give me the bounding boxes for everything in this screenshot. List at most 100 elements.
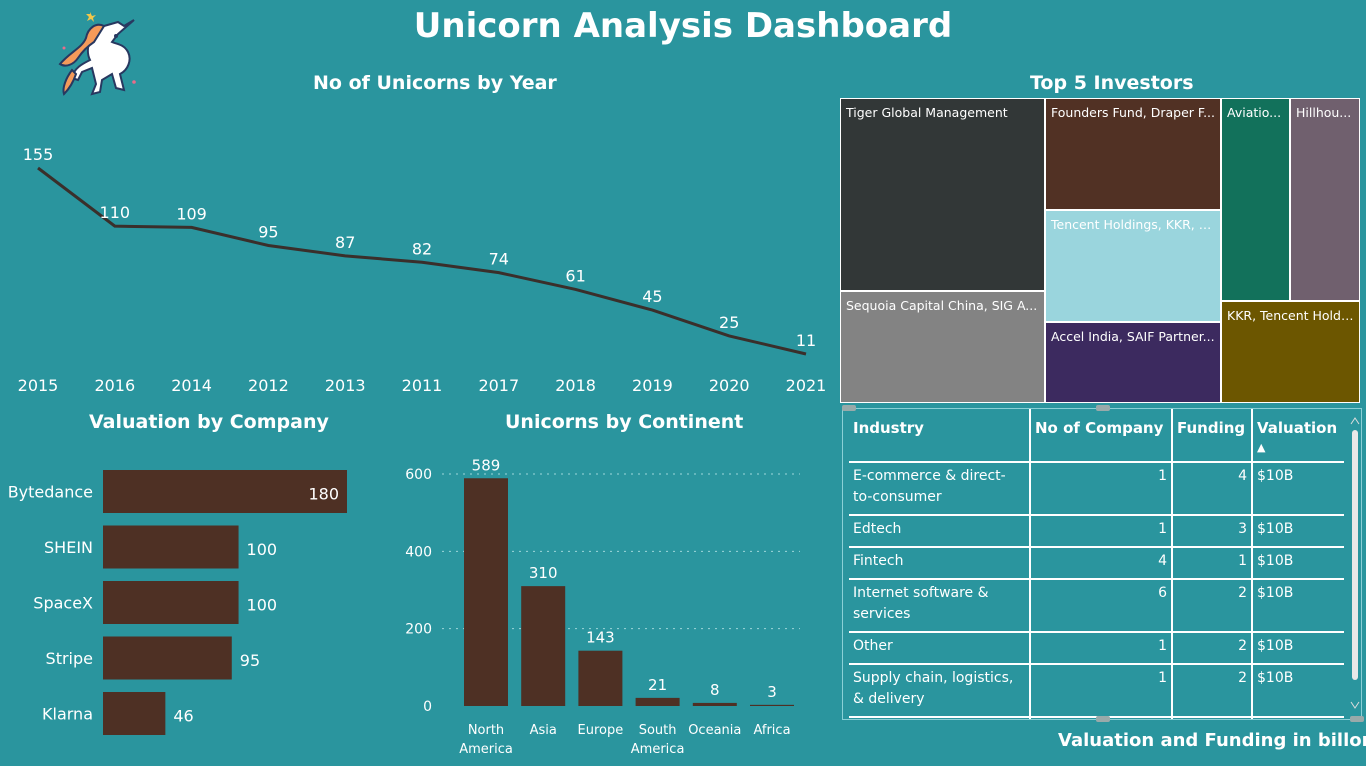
y-tick-label: SHEIN [44, 538, 93, 557]
bar-value-label: 100 [247, 540, 278, 559]
continent-bar [521, 586, 566, 706]
column-header-funding[interactable]: Funding [1171, 409, 1252, 463]
industry-table-visual: Industry No of Company Funding Valuation… [842, 408, 1362, 720]
treemap-label: Hillhou... [1296, 105, 1352, 120]
funding-cell: 2 [1171, 631, 1252, 664]
continent-bar [635, 697, 680, 706]
table-row[interactable]: Internet software & services 6 2 $10B [849, 578, 1344, 632]
funding-cell: 1 [1171, 546, 1252, 579]
resize-handle-icon[interactable] [842, 405, 856, 411]
valuation-bar [103, 525, 239, 569]
column-header-industry[interactable]: Industry [849, 409, 1030, 463]
x-tick-label: Oceania [688, 723, 741, 738]
valuation-cell: $10B [1251, 578, 1344, 632]
x-tick-label: Europe [578, 723, 624, 738]
industry-cell: Supply chain, logistics, & delivery [849, 663, 1030, 717]
column-header-valuation[interactable]: Valuation ▲ [1251, 409, 1344, 463]
y-tick-label: 200 [405, 622, 432, 638]
funding-cell: 4 [1171, 461, 1252, 515]
y-tick-label: 600 [405, 467, 432, 483]
continent-bar [578, 650, 623, 706]
column-header-company-count[interactable]: No of Company [1029, 409, 1172, 463]
treemap-cell-founders[interactable]: Founders Fund, Draper F... [1045, 98, 1221, 210]
treemap-cell-hillhouse[interactable]: Hillhou... [1290, 98, 1360, 301]
y-tick-label: Stripe [46, 649, 93, 668]
bar-value-label: 3 [767, 683, 777, 701]
treemap-label: Tencent Holdings, KKR, S... [1051, 217, 1219, 232]
company-count-cell: 1 [1029, 631, 1172, 664]
y-tick-label: Klarna [42, 705, 93, 724]
line-data-label: 61 [565, 266, 585, 285]
treemap-label: Founders Fund, Draper F... [1051, 105, 1215, 120]
line-data-label: 155 [23, 145, 54, 164]
treemap-cell-tencent[interactable]: Tencent Holdings, KKR, S... [1045, 210, 1221, 322]
funding-cell: 2 [1171, 663, 1252, 717]
line-data-label: 87 [335, 233, 355, 252]
bar-value-label: 589 [472, 456, 501, 474]
line-data-label: 45 [642, 287, 662, 306]
treemap-label: Sequoia Capital China, SIG A... [846, 298, 1038, 313]
table-scrollbar[interactable] [1350, 414, 1360, 714]
table-row[interactable]: Supply chain, logistics, & delivery 1 2 $10… [849, 663, 1344, 717]
industry-table: Industry No of Company Funding Valuation… [849, 409, 1344, 719]
industry-cell: Internet software & services [849, 578, 1030, 632]
company-count-cell: 1 [1029, 461, 1172, 515]
x-tick-label: 2018 [555, 376, 596, 395]
treemap-label: KKR, Tencent Holdi... [1227, 308, 1357, 323]
y-tick-label: SpaceX [33, 594, 93, 613]
treemap-cell-sequoia[interactable]: Sequoia Capital China, SIG A... [840, 291, 1045, 403]
y-tick-label: 400 [405, 544, 432, 560]
continent-bar [464, 478, 508, 706]
resize-handle-icon[interactable] [1096, 405, 1110, 411]
valuation-cell: $10B [1251, 546, 1344, 579]
x-tick-label: Asia [530, 723, 557, 738]
valuation-cell: $10B [1251, 461, 1344, 515]
bar-value-label: 310 [529, 564, 558, 582]
x-tick-label: 2012 [248, 376, 289, 395]
table-caption: Valuation and Funding in billons [1058, 730, 1366, 751]
table-row[interactable]: Other 1 2 $10B [849, 631, 1344, 664]
resize-handle-icon[interactable] [1350, 716, 1364, 722]
line-chart: 155 2015 110 2016 109 2014 95 2012 87 2013 82 2011 7… [18, 145, 827, 395]
valuation-cell: $10B [1251, 631, 1344, 664]
x-tick-label: 2019 [632, 376, 673, 395]
table-row[interactable]: E-commerce & direct-to-consumer 1 4 $10B [849, 461, 1344, 515]
line-series [37, 166, 807, 356]
sort-ascending-icon: ▲ [1257, 441, 1266, 454]
company-count-cell: 1 [1029, 514, 1172, 547]
line-data-label: 74 [489, 250, 509, 269]
resize-handle-icon[interactable] [1096, 716, 1110, 722]
x-tick-label: 2011 [402, 376, 443, 395]
treemap-cell-accel[interactable]: Accel India, SAIF Partner... [1045, 322, 1221, 403]
column-header-label: Valuation [1257, 419, 1338, 437]
y-tick-label: Bytedance [8, 483, 93, 502]
valuation-cell: $10B [1251, 663, 1344, 717]
bar-value-label: 46 [173, 707, 193, 726]
funding-cell: 2 [1171, 578, 1252, 632]
valuation-chart: Bytedance 180 SHEIN 100 SpaceX 100 Stripe 95 Kla… [8, 470, 347, 735]
continent-bar [692, 702, 737, 706]
investors-treemap: Tiger Global Management Sequoia Capital … [840, 98, 1360, 403]
treemap-cell-aviation[interactable]: Aviatio... [1221, 98, 1290, 301]
line-data-label: 109 [176, 204, 207, 223]
funding-cell: 3 [1171, 716, 1252, 719]
treemap-label: Tiger Global Management [846, 105, 1008, 120]
continent-bar [750, 704, 794, 706]
unicorn-icon [52, 8, 148, 100]
industry-cell: Fintech [849, 546, 1030, 579]
valuation-cell: $10B [1251, 716, 1344, 719]
continent-chart: 0 200 400 600 589 North America 310 Asia 143 Europ… [405, 456, 800, 757]
industry-cell: Other [849, 631, 1030, 664]
x-tick-label: 2020 [709, 376, 750, 395]
x-tick-label: 2013 [325, 376, 366, 395]
table-row[interactable]: Edtech 1 3 $10B [849, 514, 1344, 547]
funding-cell: 3 [1171, 514, 1252, 547]
table-row[interactable]: Fintech 4 1 $10B [849, 546, 1344, 579]
bar-value-label: 143 [586, 629, 615, 647]
treemap-cell-tiger[interactable]: Tiger Global Management [840, 98, 1045, 291]
treemap-cell-kkr[interactable]: KKR, Tencent Holdi... [1221, 301, 1360, 403]
line-data-label: 110 [100, 203, 131, 222]
treemap-label: Aviatio... [1227, 105, 1282, 120]
company-count-cell: 1 [1029, 663, 1172, 717]
industry-cell: E-commerce & direct-to-consumer [849, 461, 1030, 515]
